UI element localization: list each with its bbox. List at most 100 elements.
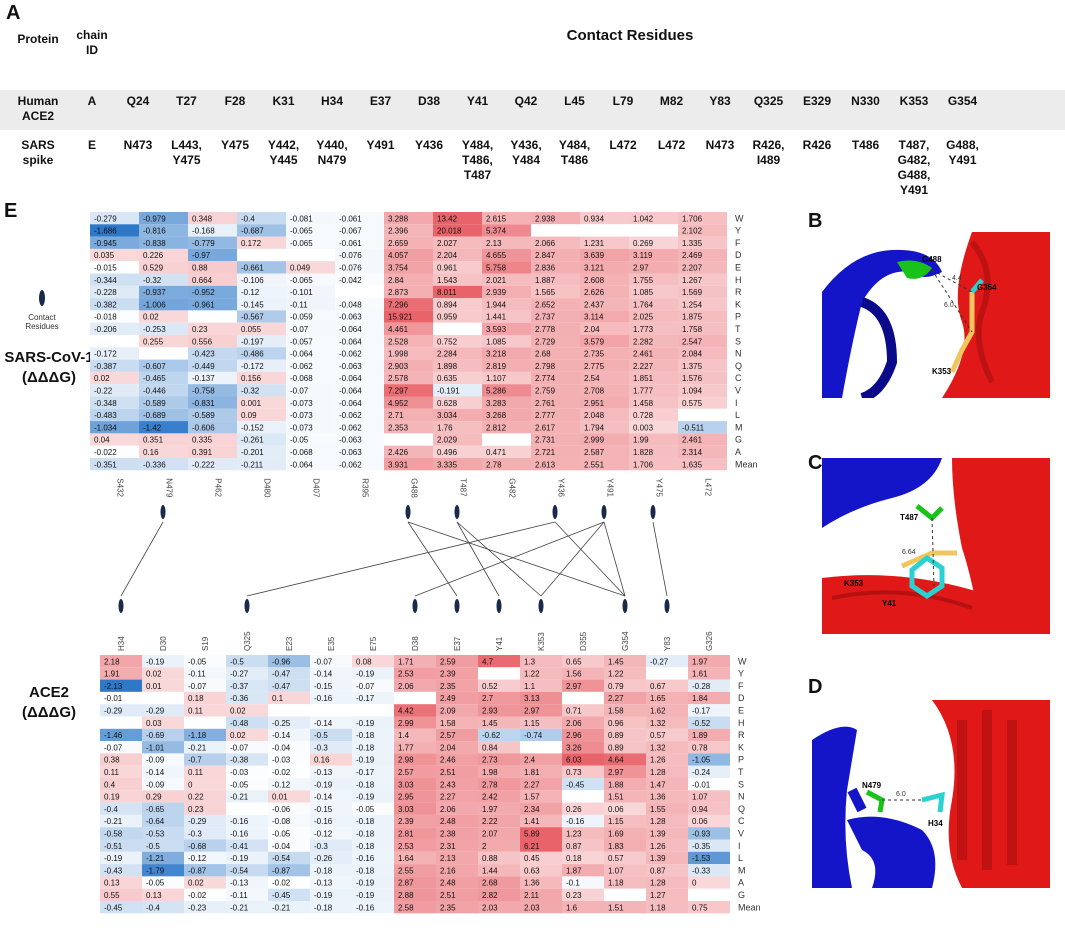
heatmap-cell [188, 371, 237, 385]
heatmap-cell [678, 359, 727, 372]
heatmap-cell-value: 1.27 [650, 891, 666, 900]
heatmap-cell [478, 741, 520, 754]
heatmap-cell [237, 224, 286, 237]
heatmap-cell [629, 273, 678, 286]
heatmap-cell [580, 421, 629, 434]
heatmap-cell [139, 285, 188, 299]
heatmap-cell [562, 790, 604, 803]
heatmap-cell-value: 1.773 [633, 325, 654, 334]
heatmap-cell-value: 2.51 [440, 891, 456, 900]
heatmap-cell [646, 827, 688, 840]
heatmap-cell [100, 765, 142, 778]
heatmap-cell-value: -0.07 [104, 743, 123, 752]
heatmap-cell [384, 335, 433, 348]
heatmap-col-label: E35 [327, 636, 336, 651]
heatmap-cell-value: 1.6 [566, 903, 578, 912]
heatmap-cell [237, 408, 286, 422]
heatmap-cell-value: 0.13 [146, 891, 162, 900]
heatmap-cell [286, 359, 335, 372]
heatmap-cell [436, 728, 478, 742]
heatmap-cell-value: 0.934 [584, 214, 605, 223]
heatmap-col-label: K353 [537, 632, 546, 651]
heatmap-cell-value: -0.018 [94, 313, 117, 322]
heatmap-cell-value: -0.05 [230, 780, 249, 789]
heatmap-cell-value: -0.22 [94, 387, 113, 396]
heatmap-cell-value: -0.191 [437, 387, 460, 396]
heatmap-cell [478, 802, 520, 815]
heatmap-cell [384, 433, 433, 446]
heatmap-cell-value: -0.344 [94, 276, 117, 285]
heatmap-cell-value: 2.426 [388, 448, 409, 457]
heatmap-cell-value: -0.063 [339, 436, 362, 445]
heatmap-cell [352, 691, 394, 705]
heatmap-cell-value: -0.19 [356, 670, 375, 679]
heatmap-cell-value: -0.197 [241, 337, 264, 346]
heatmap-cell-value: 2.759 [535, 387, 556, 396]
sars-residue: Y475 [220, 138, 250, 152]
heatmap-cell [142, 679, 184, 692]
heatmap-cell [678, 445, 727, 458]
heatmap-cell [688, 753, 730, 766]
heatmap-cell-value: -1.686 [94, 227, 117, 236]
heatmap-row-label: T [735, 324, 741, 334]
ace2-residue: T27 [176, 94, 197, 108]
heatmap-cell-value: -0.93 [692, 830, 711, 839]
heatmap-cell [482, 322, 531, 335]
heatmap-row-label: Y [738, 669, 744, 679]
heatmap-cell [384, 285, 433, 299]
heatmap-cell [678, 261, 727, 274]
heatmap-cell-value: 2.775 [584, 362, 605, 371]
heatmap-cell-value: 1.3 [524, 657, 536, 666]
heatmap-cell-value: 2.57 [398, 768, 414, 777]
heatmap-cell [100, 655, 142, 668]
heatmap-cell [335, 261, 384, 274]
heatmap-cell-value: 1.55 [650, 805, 666, 814]
heatmap-cell-value: 3.121 [584, 264, 605, 273]
heatmap-cell [394, 753, 436, 766]
heatmap-cell-value: 0.471 [486, 448, 507, 457]
heatmap-cell-value: 2.396 [388, 227, 409, 236]
panel-d-label: D [808, 676, 823, 698]
heatmap-cell-value: 0.496 [437, 448, 458, 457]
heatmap-cell-value: 0.75 [692, 903, 708, 912]
heatmap-cell-value: 0.001 [241, 399, 262, 408]
heatmap-cell-value: 0.88 [192, 264, 208, 273]
heatmap-cell-value: 0.22 [188, 793, 204, 802]
heatmap-cell-value: -0.18 [356, 866, 375, 875]
heatmap-cell [139, 421, 188, 434]
heatmap-cell-value: 1.77 [398, 743, 414, 752]
heatmap-cell-value: 1.07 [692, 793, 708, 802]
heatmap-cell [394, 790, 436, 803]
heatmap-cell-value: 1.87 [566, 866, 582, 875]
connector-line [414, 521, 605, 597]
heatmap-cell-value: 0.255 [143, 337, 164, 346]
heatmap-cell [352, 839, 394, 852]
heatmap-cell [482, 384, 531, 397]
heatmap-cell-value: 20.018 [437, 227, 462, 236]
heatmap-cell-value: -0.52 [692, 719, 711, 728]
heatmap-cell [352, 679, 394, 692]
heatmap-cell [688, 839, 730, 852]
heatmap-cell-value: 2.13 [486, 239, 502, 248]
heatmap-cell-value: -0.18 [356, 780, 375, 789]
heatmap-cell [184, 851, 226, 865]
heatmap-cell [310, 790, 352, 803]
heatmap-cell [286, 371, 335, 385]
heatmap-cell [139, 396, 188, 409]
heatmap-col-label: E75 [369, 636, 378, 651]
heatmap-cell [335, 273, 384, 286]
heatmap-cell [237, 445, 286, 458]
heatmap-cell [433, 396, 482, 409]
contact-residue-marker-icon [496, 599, 502, 613]
heatmap-col-label: Y83 [663, 636, 672, 651]
heatmap-cell [433, 359, 482, 372]
heatmap2-label: ACE2 (ΔΔΔG) [21, 684, 76, 721]
heatmap-cell-value: -0.062 [339, 423, 362, 432]
heatmap-cell [384, 322, 433, 335]
heatmap-cell-value: -0.483 [94, 411, 117, 420]
heatmap-cell-value: -0.45 [566, 780, 585, 789]
heatmap-cell-value: 0.664 [192, 276, 213, 285]
heatmap-cell-value: 2.626 [584, 288, 605, 297]
heatmap-cell-value: 0.89 [608, 731, 624, 740]
heatmap-cell-value: -0.607 [143, 362, 166, 371]
